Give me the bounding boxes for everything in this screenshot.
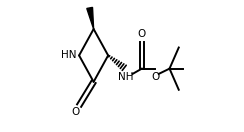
Text: O: O: [151, 72, 159, 82]
Text: O: O: [138, 29, 146, 39]
Text: O: O: [71, 107, 80, 117]
Text: NH: NH: [118, 72, 134, 82]
Text: HN: HN: [61, 50, 77, 60]
Polygon shape: [87, 7, 94, 29]
